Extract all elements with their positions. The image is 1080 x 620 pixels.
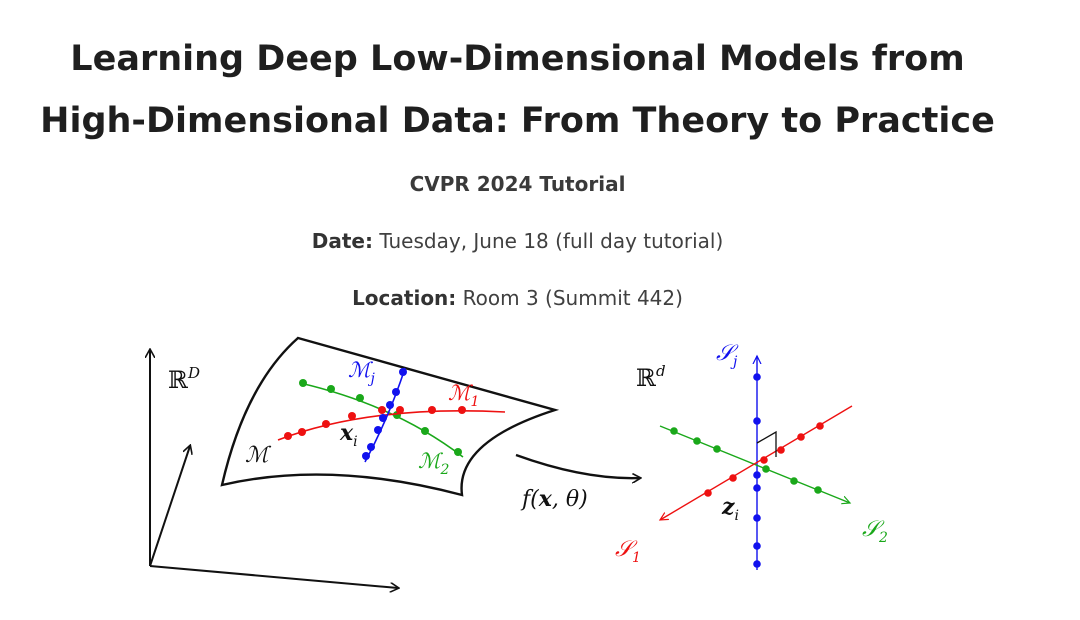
manifold-label: ℳ (245, 443, 272, 468)
page-title: Learning Deep Low-Dimensional Models fro… (0, 28, 1035, 152)
point-x-label: 𝒙i (339, 420, 358, 450)
date-line: Date: Tuesday, June 18 (full day tutoria… (0, 229, 1035, 253)
curve-m2-label: ℳ2 (418, 449, 449, 478)
left-axis-depth (149, 446, 190, 567)
point-z-label: 𝒛i (721, 494, 739, 524)
conference-name: CVPR 2024 Tutorial (409, 172, 626, 196)
location-label: Location: (352, 286, 457, 310)
mapping-arrow (515, 453, 640, 478)
subspace-sj-points (753, 373, 761, 568)
left-axis-horizontal (149, 565, 398, 588)
subspace-s2-points (670, 427, 822, 494)
right-space-label: ℝd (636, 362, 666, 392)
title-line-2: High-Dimensional Data: From Theory to Pr… (40, 101, 995, 141)
subspace-s1-points (704, 422, 824, 497)
subspace-s2-label: 𝒮2 (862, 517, 888, 546)
mapping-label: f(𝒙, θ) (520, 486, 588, 512)
location-value: Room 3 (Summit 442) (462, 286, 683, 310)
curve-mj-label: ℳj (348, 358, 375, 387)
curve-m1-label: ℳ1 (448, 381, 479, 410)
subspace-sj-label: 𝒮j (716, 341, 739, 370)
location-line: Location: Room 3 (Summit 442) (0, 286, 1035, 310)
manifold-surface (220, 336, 560, 497)
curve-m1 (277, 410, 506, 441)
curve-mj (364, 367, 406, 463)
date-value: Tuesday, June 18 (full day tutorial) (379, 229, 724, 253)
curve-m2-points (299, 379, 462, 456)
left-space-label: ℝD (168, 364, 200, 394)
right-angle-marker (756, 430, 777, 457)
subspace-s1-label: 𝒮1 (615, 537, 641, 566)
curve-m1-points (284, 406, 466, 440)
title-line-1: Learning Deep Low-Dimensional Models fro… (70, 39, 965, 79)
left-axes (150, 350, 398, 588)
date-label: Date: (311, 229, 373, 253)
curve-mj-points (362, 368, 407, 460)
